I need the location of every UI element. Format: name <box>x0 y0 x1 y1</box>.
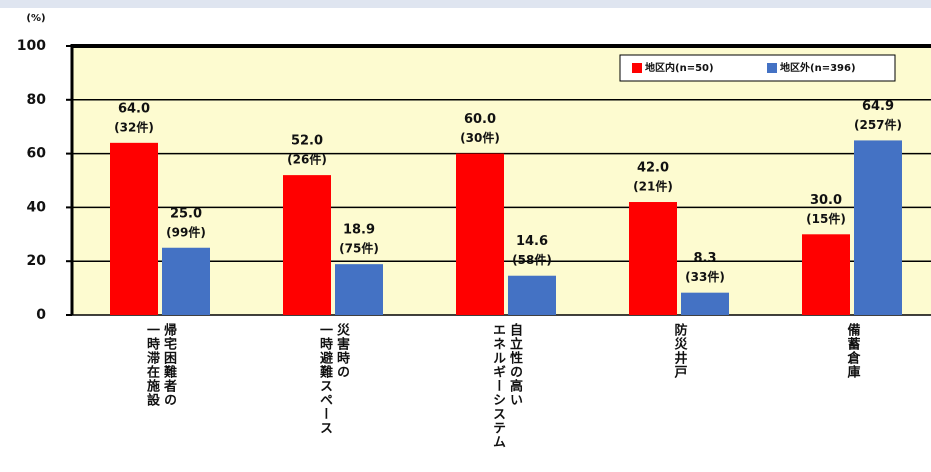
count-label: (30件) <box>460 130 500 145</box>
bar <box>508 275 556 315</box>
y-tick-label: 40 <box>27 199 47 215</box>
count-label: (33件) <box>685 269 725 284</box>
value-label: 8.3 <box>693 251 716 266</box>
value-label: 64.9 <box>862 99 894 114</box>
count-label: (15件) <box>806 211 846 226</box>
x-tick-label: 防災井戸 <box>671 323 687 379</box>
count-label: (257件) <box>854 117 902 132</box>
bar <box>629 202 677 315</box>
legend-label: 地区内(n=50) <box>645 61 714 74</box>
value-label: 52.0 <box>291 134 323 149</box>
count-label: (58件) <box>512 252 552 267</box>
legend-swatch <box>632 63 642 73</box>
bar <box>854 140 902 315</box>
y-tick-label: 60 <box>27 146 47 162</box>
count-label: (99件) <box>166 224 206 239</box>
x-tick-label: 備蓄倉庫 <box>844 323 860 379</box>
y-tick-label: 20 <box>27 253 47 269</box>
legend-box <box>619 54 896 82</box>
bar <box>283 175 331 315</box>
value-label: 64.0 <box>118 101 150 116</box>
x-tick-label: 帰宅困難者の 一時滞在施設 <box>144 323 176 407</box>
bar <box>456 153 504 315</box>
value-label: 30.0 <box>810 193 842 208</box>
bar <box>110 142 158 315</box>
top-strip <box>0 0 931 8</box>
count-label: (21件) <box>633 179 673 194</box>
y-tick-label: 0 <box>36 307 46 323</box>
x-tick-label: 自立性の高い エネルギーシステム <box>490 323 522 449</box>
legend-label: 地区外(n=396) <box>780 61 856 74</box>
y-axis-label: (%) <box>26 13 45 24</box>
legend-swatch <box>767 63 777 73</box>
value-label: 18.9 <box>343 223 375 238</box>
bar <box>802 234 850 315</box>
value-label: 60.0 <box>464 112 496 127</box>
value-label: 14.6 <box>516 234 548 249</box>
y-tick-label: 100 <box>17 38 46 54</box>
bar <box>162 247 210 315</box>
bar <box>335 264 383 315</box>
bar <box>681 292 729 315</box>
count-label: (32件) <box>114 119 154 134</box>
count-label: (75件) <box>339 241 379 256</box>
value-label: 25.0 <box>170 206 202 221</box>
y-tick-label: 80 <box>27 92 47 108</box>
x-tick-label: 災害時の 一時避難スペース <box>317 323 349 435</box>
value-label: 42.0 <box>637 161 669 176</box>
legend: 地区内(n=50) 地区外(n=396) <box>619 54 896 82</box>
count-label: (26件) <box>287 152 327 167</box>
